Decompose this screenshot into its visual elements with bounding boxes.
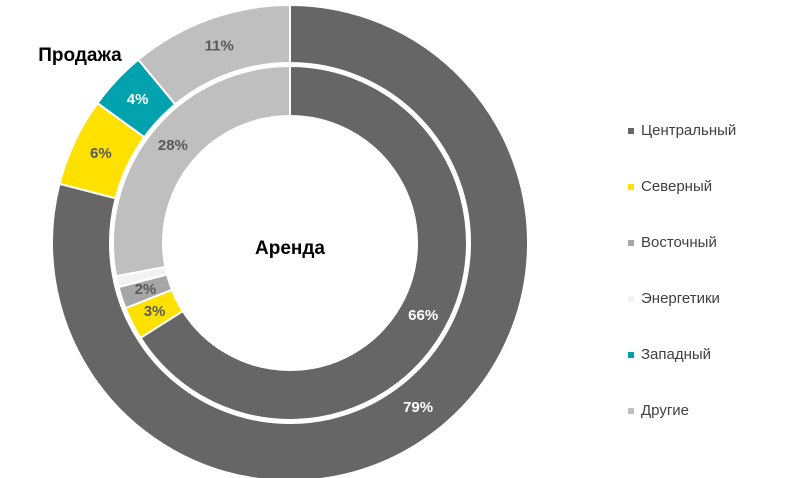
data-label: 66% — [408, 307, 438, 324]
legend-label: Северный — [641, 178, 712, 195]
legend-marker — [628, 184, 634, 190]
data-label: 4% — [127, 91, 149, 108]
legend-marker — [628, 296, 634, 302]
inner-ring-title: Аренда — [255, 238, 325, 259]
data-label: 79% — [403, 399, 433, 416]
legend-marker — [628, 352, 634, 358]
legend-marker — [628, 408, 634, 414]
outer-ring-title: Продажа — [38, 45, 122, 66]
donut-segment — [51, 3, 529, 478]
legend-label: Другие — [641, 402, 689, 419]
data-label: 3% — [144, 303, 166, 320]
donut-segment — [112, 64, 291, 278]
legend-label: Центральный — [641, 122, 736, 139]
legend-label: Восточный — [641, 234, 717, 251]
legend-label: Энергетики — [641, 290, 720, 307]
data-label: 2% — [135, 281, 157, 298]
data-label: 6% — [90, 145, 112, 162]
data-label: 11% — [205, 37, 234, 54]
legend-label: Западный — [641, 346, 711, 363]
legend-marker — [628, 240, 634, 246]
donut-segment — [139, 64, 468, 421]
legend-marker — [628, 128, 634, 134]
donut-segment — [136, 3, 291, 106]
data-label: 28% — [158, 137, 188, 154]
